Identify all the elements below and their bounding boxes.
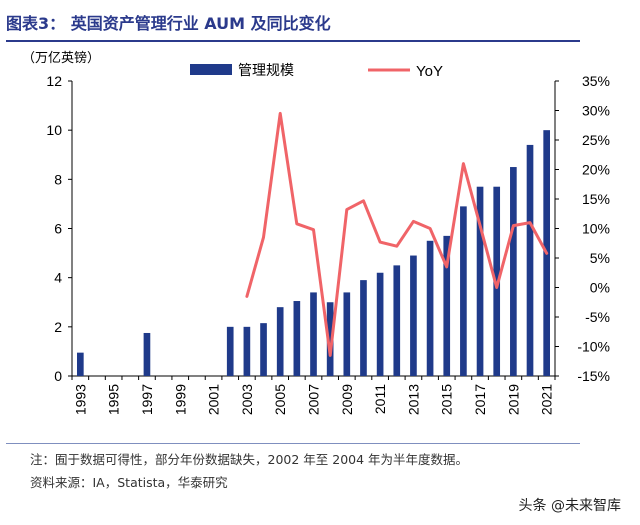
right-axis-tick-label: -5% (585, 309, 610, 325)
left-axis-tick-label: 6 (54, 221, 62, 237)
y-axis-unit-label: （万亿英镑） (22, 50, 100, 65)
aum-bar (260, 323, 267, 376)
aum-bar (393, 265, 401, 376)
x-axis-tick-label: 2021 (539, 384, 555, 415)
aum-chart: 0 2 4 6 8 10 12 -15% -10% -5% 0% 5% 10% 15% 20% 25% 30% 3… (22, 50, 610, 415)
aum-bar (476, 186, 484, 376)
right-axis-tick-label: 35% (582, 73, 610, 89)
aum-bar (226, 326, 234, 376)
right-axis-tick-label: -15% (577, 368, 610, 384)
aum-bar (276, 307, 284, 376)
aum-bar (360, 280, 367, 376)
x-axis-tick-label: 1999 (172, 384, 188, 415)
source-line: 资料来源：IA，Statista，华泰研究 (30, 475, 228, 490)
x-axis-tick-label: 2019 (505, 384, 521, 415)
aum-bar (326, 302, 334, 376)
left-axis-tick-label: 4 (54, 270, 62, 286)
right-axis-tick-label: 25% (582, 132, 610, 148)
left-axis-tick-label: 0 (54, 368, 62, 384)
aum-bar (243, 326, 251, 376)
yoy-line (245, 111, 549, 357)
x-axis-tick-label: 2011 (372, 384, 388, 414)
x-axis-tick-label: 2003 (239, 384, 255, 415)
aum-bar (526, 144, 534, 376)
x-axis-tick-label: 1997 (139, 384, 155, 415)
aum-bars (76, 130, 551, 376)
x-axis-tick-label: 2007 (306, 384, 322, 415)
title-divider (6, 40, 580, 42)
left-axis-tick-label: 12 (46, 73, 62, 89)
aum-bar (493, 186, 501, 376)
aum-bar (143, 332, 151, 376)
aum-bar (293, 301, 301, 376)
left-axis-tick-label: 2 (54, 319, 62, 335)
legend-line-label: YoY (416, 63, 443, 80)
x-axis-tick-label: 2017 (472, 384, 488, 415)
aum-bar (426, 240, 434, 376)
x-axis-tick-label: 2009 (339, 384, 355, 415)
aum-bar (76, 352, 84, 376)
chart-legend: 管理规模 YoY (190, 62, 443, 80)
aum-bar (510, 167, 517, 376)
aum-bar (460, 206, 467, 376)
aum-bar (376, 272, 384, 376)
chart-axes: 0 2 4 6 8 10 12 -15% -10% -5% 0% 5% 10% 15% 20% 25% 30% 3… (22, 50, 610, 415)
footnote: 注：囿于数据可得性，部分年份数据缺失，2002 年至 2004 年为半年度数据。 (30, 452, 469, 467)
x-axis-tick-label: 1993 (72, 384, 88, 415)
x-axis-tick-label: 2005 (272, 384, 288, 415)
x-axis-tick-label: 2013 (405, 384, 421, 415)
right-axis-tick-label: -10% (577, 339, 610, 355)
x-axis-tick-label: 1995 (106, 384, 122, 415)
yoy-line-series (245, 111, 549, 357)
aum-bar (410, 255, 417, 376)
aum-bar (343, 292, 351, 376)
right-axis-tick-label: 10% (582, 221, 610, 237)
x-axis-tick-label: 2015 (439, 384, 455, 415)
right-axis-tick-label: 30% (582, 103, 610, 119)
x-axis-tick-label: 2001 (206, 384, 222, 415)
footer-divider (6, 443, 580, 444)
legend-bar-label: 管理规模 (238, 62, 294, 78)
aum-bar (310, 292, 317, 376)
watermark-badge: 头条 @未来智库 (513, 494, 626, 516)
chart-title: 图表3： 英国资产管理行业 AUM 及同比变化 (6, 14, 331, 33)
right-axis-tick-label: 5% (590, 250, 610, 266)
right-axis-tick-label: 15% (582, 191, 610, 207)
legend-bar-swatch (190, 64, 232, 75)
left-axis-tick-label: 10 (46, 122, 62, 138)
right-axis-tick-label: 0% (590, 280, 610, 296)
right-axis-tick-label: 20% (582, 162, 610, 178)
aum-bar (443, 235, 451, 376)
left-axis-tick-label: 8 (54, 171, 62, 187)
